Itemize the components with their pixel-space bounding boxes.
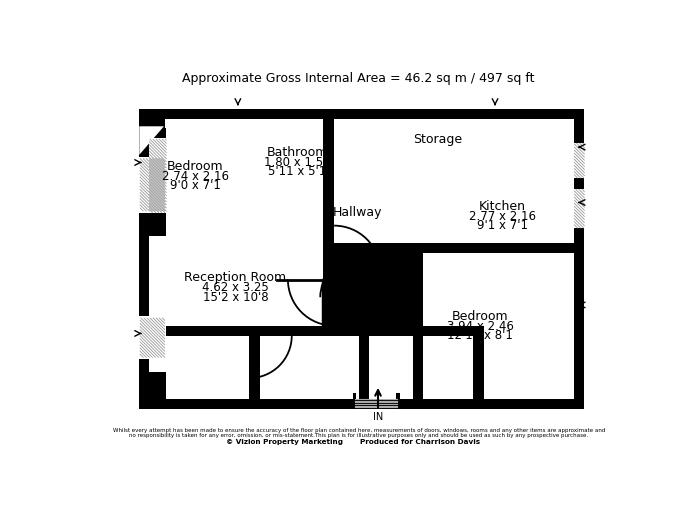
Bar <box>358 336 369 399</box>
Bar <box>574 108 584 409</box>
Bar <box>139 205 166 236</box>
Text: © Vizion Property Marketing: © Vizion Property Marketing <box>225 439 342 445</box>
Bar <box>412 243 423 399</box>
Bar <box>574 190 584 228</box>
Text: Storage: Storage <box>413 133 462 146</box>
Text: 12'11 x 8'1: 12'11 x 8'1 <box>447 329 513 342</box>
Polygon shape <box>139 126 164 155</box>
Bar <box>574 143 584 178</box>
Bar <box>249 336 260 399</box>
Bar <box>423 325 484 336</box>
Text: 9'0 x 7'1: 9'0 x 7'1 <box>170 179 221 192</box>
Bar <box>473 336 484 399</box>
Bar <box>139 212 149 236</box>
Text: Bathroom: Bathroom <box>267 146 328 159</box>
Bar <box>139 157 166 212</box>
Bar <box>149 139 166 212</box>
Bar <box>334 243 412 336</box>
Text: 5'11 x 5'1: 5'11 x 5'1 <box>268 165 326 178</box>
Text: Whilst every attempt has been made to ensure the accuracy of the floor plan cont: Whilst every attempt has been made to en… <box>113 428 605 433</box>
Text: 2.74 x 2.16: 2.74 x 2.16 <box>162 170 229 183</box>
Bar <box>149 325 207 336</box>
Text: Bedroom: Bedroom <box>452 310 509 323</box>
Bar <box>323 119 334 243</box>
Text: Kitchen: Kitchen <box>480 200 526 213</box>
Bar <box>139 399 584 409</box>
Bar <box>149 138 166 178</box>
Text: Reception Room: Reception Room <box>185 271 286 284</box>
Text: Approximate Gross Internal Area = 46.2 sq m / 497 sq ft: Approximate Gross Internal Area = 46.2 s… <box>183 73 535 85</box>
Text: 3.94 x 2.46: 3.94 x 2.46 <box>447 320 514 333</box>
Text: 9'1 x 7'1: 9'1 x 7'1 <box>477 219 528 232</box>
Text: Bedroom: Bedroom <box>167 160 224 173</box>
Bar <box>353 393 356 409</box>
Bar <box>334 243 574 254</box>
Bar <box>139 108 584 119</box>
Bar <box>139 128 166 178</box>
Bar <box>395 393 400 409</box>
Text: 15'2 x 10'8: 15'2 x 10'8 <box>203 291 268 304</box>
Bar <box>139 382 166 409</box>
Bar <box>149 325 323 336</box>
Bar <box>140 318 164 357</box>
Text: Hallway: Hallway <box>332 206 382 219</box>
Bar <box>139 108 164 155</box>
Bar <box>140 159 164 211</box>
Bar <box>249 325 369 336</box>
Text: 2.77 x 2.16: 2.77 x 2.16 <box>469 210 536 223</box>
Bar <box>139 372 166 399</box>
Text: 4.62 x 3.25: 4.62 x 3.25 <box>202 281 269 295</box>
Text: no responsibility is taken for any error, omission, or mis-statement.This plan i: no responsibility is taken for any error… <box>130 433 588 439</box>
Bar <box>323 119 334 325</box>
Bar <box>215 325 323 336</box>
Text: Produced for Charrison Davis: Produced for Charrison Davis <box>360 439 480 445</box>
Bar <box>139 316 166 359</box>
Bar <box>260 325 358 336</box>
Text: IN: IN <box>373 412 383 422</box>
Text: 1.80 x 1.55: 1.80 x 1.55 <box>264 156 330 169</box>
Bar <box>139 108 149 409</box>
